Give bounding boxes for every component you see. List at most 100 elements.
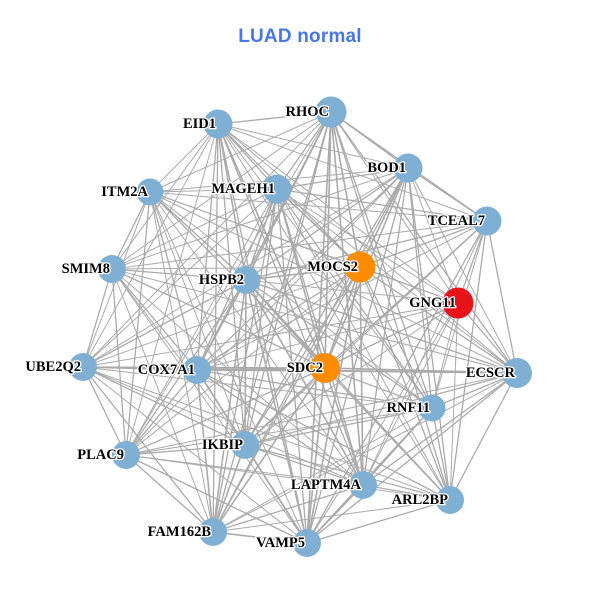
graph-edge <box>306 367 326 544</box>
graph-edge <box>244 188 278 446</box>
graph-node-sdc2[interactable]: SDC2 <box>285 353 340 383</box>
graph-edge <box>276 111 332 190</box>
graph-edge <box>245 167 409 281</box>
graph-edge <box>431 372 518 409</box>
node-label: COX7A1 <box>138 362 195 378</box>
node-circle[interactable] <box>315 96 347 128</box>
graph-edge <box>276 188 364 486</box>
edge-layer <box>82 111 518 544</box>
graph-node-ecscr[interactable]: ECSCR <box>465 358 532 388</box>
graph-edge <box>196 369 433 409</box>
node-circle[interactable] <box>349 471 377 499</box>
graph-edge <box>244 302 459 446</box>
graph-edge <box>212 499 451 533</box>
node-circle[interactable] <box>136 178 164 206</box>
graph-edge <box>212 531 308 544</box>
node-label: SMIM8 <box>62 261 110 277</box>
graph-edge <box>125 407 433 456</box>
graph-edge <box>196 369 364 486</box>
graph-edge <box>217 123 451 501</box>
graph-edge <box>431 302 459 409</box>
graph-edge <box>149 191 518 374</box>
graph-node-vamp5[interactable]: VAMP5 <box>255 529 321 557</box>
node-circle[interactable] <box>231 431 259 459</box>
node-circle[interactable] <box>232 266 260 294</box>
graph-edge <box>82 366 127 456</box>
graph-node-rhoc[interactable]: RHOC <box>284 96 347 128</box>
graph-edge <box>324 266 361 369</box>
node-circle[interactable] <box>262 174 292 204</box>
graph-edge <box>217 123 246 446</box>
graph-node-plac9[interactable]: PLAC9 <box>76 441 140 469</box>
node-label: IKBIP <box>202 437 243 453</box>
graph-node-mageh1[interactable]: MAGEH1 <box>210 174 292 204</box>
graph-edge <box>217 123 247 281</box>
graph-edge <box>359 266 433 409</box>
graph-edge <box>431 407 451 501</box>
graph-edge <box>217 123 488 222</box>
node-label: HSPB2 <box>199 272 244 288</box>
node-label: MAGEH1 <box>211 181 275 197</box>
graph-edge <box>407 167 433 409</box>
node-label: SDC2 <box>287 360 323 376</box>
graph-edge <box>212 444 246 533</box>
graph-node-ube2q2[interactable]: UBE2Q2 <box>24 353 97 381</box>
node-circle[interactable] <box>442 287 474 319</box>
node-circle[interactable] <box>199 518 227 546</box>
graph-node-laptm4a[interactable]: LAPTM4A <box>290 471 377 499</box>
graph-node-mocs2[interactable]: MOCS2 <box>306 251 376 283</box>
graph-edge <box>330 111 433 409</box>
node-label: BOD1 <box>367 160 406 176</box>
graph-node-tceal7[interactable]: TCEAL7 <box>426 206 502 236</box>
graph-edge <box>276 188 361 268</box>
graph-node-itm2a[interactable]: ITM2A <box>100 178 164 206</box>
graph-edge <box>245 266 361 281</box>
graph-node-bod1[interactable]: BOD1 <box>366 153 423 183</box>
node-circle[interactable] <box>203 109 233 139</box>
graph-node-eid1[interactable]: EID1 <box>182 109 233 139</box>
graph-edge <box>324 367 364 486</box>
graph-node-arl2bp[interactable]: ARL2BP <box>390 486 464 514</box>
graph-node-hspb2[interactable]: HSPB2 <box>198 266 260 294</box>
node-circle[interactable] <box>183 356 211 384</box>
graph-node-rnf11[interactable]: RNF11 <box>385 394 446 422</box>
node-label: FAM162B <box>148 524 212 540</box>
graph-edge <box>217 111 332 125</box>
graph-edge <box>407 167 451 501</box>
node-circle[interactable] <box>393 153 423 183</box>
graph-edge <box>245 279 364 486</box>
node-circle[interactable] <box>293 529 321 557</box>
node-circle[interactable] <box>112 441 140 469</box>
node-circle[interactable] <box>310 353 340 383</box>
node-label: PLAC9 <box>77 447 124 463</box>
graph-edge <box>244 167 409 446</box>
node-label: GNG11 <box>409 295 456 311</box>
graph-edge <box>196 123 219 371</box>
graph-edge <box>244 220 488 446</box>
graph-node-ikbip[interactable]: IKBIP <box>201 431 259 459</box>
graph-edge <box>276 188 488 222</box>
graph-node-smim8[interactable]: SMIM8 <box>60 255 126 283</box>
node-circle[interactable] <box>418 394 446 422</box>
graph-edge <box>212 372 518 533</box>
graph-edge <box>196 167 409 371</box>
graph-node-fam162b[interactable]: FAM162B <box>146 518 227 546</box>
graph-edge <box>125 454 451 501</box>
node-circle[interactable] <box>502 358 532 388</box>
node-circle[interactable] <box>69 353 97 381</box>
graph-edge <box>111 220 488 270</box>
graph-edge <box>244 367 326 446</box>
node-circle[interactable] <box>472 206 502 236</box>
node-label: ARL2BP <box>392 492 449 508</box>
graph-node-cox7a1[interactable]: COX7A1 <box>136 356 211 384</box>
graph-edge <box>125 123 219 456</box>
graph-edge <box>244 444 364 486</box>
graph-edge <box>407 167 518 374</box>
node-circle[interactable] <box>344 251 376 283</box>
graph-edge <box>82 111 332 368</box>
graph-edge <box>196 266 361 371</box>
node-circle[interactable] <box>436 486 464 514</box>
graph-node-gng11[interactable]: GNG11 <box>408 287 474 319</box>
node-circle[interactable] <box>98 255 126 283</box>
